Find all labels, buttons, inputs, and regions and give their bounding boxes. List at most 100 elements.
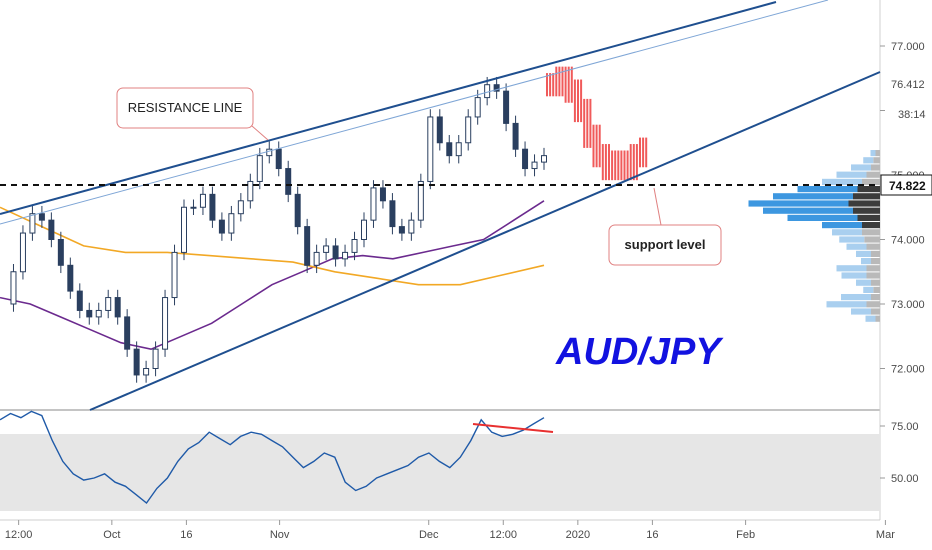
candle-body <box>370 187 377 221</box>
volume-bar-buy <box>836 265 867 272</box>
candle-body <box>417 180 424 221</box>
candle-body <box>209 193 216 221</box>
candle-body <box>541 155 547 163</box>
candle-body <box>86 309 93 318</box>
lower-trendline <box>89 71 881 411</box>
candle-body <box>512 122 519 150</box>
support-label: support level <box>625 237 706 252</box>
candle-body <box>446 142 453 157</box>
volume-bar-buy <box>826 301 867 308</box>
candle-body <box>218 219 225 234</box>
volume-bar-sell <box>871 308 880 315</box>
candle-body <box>19 232 26 273</box>
volume-bar-sell <box>862 222 880 229</box>
rsi-band <box>0 434 880 511</box>
candle-body <box>181 206 187 253</box>
candle-body <box>171 251 178 299</box>
candle-body <box>48 219 55 240</box>
price-tick-label: 73.000 <box>891 299 925 311</box>
volume-bar-buy <box>851 164 871 171</box>
candle-body <box>29 213 36 234</box>
volume-bar-buy <box>836 171 867 178</box>
time-tick-label: Oct <box>103 529 120 541</box>
candle-body <box>531 161 538 170</box>
candle-body <box>247 180 254 202</box>
volume-bar-sell <box>871 294 880 301</box>
volume-bar-sell <box>857 186 880 193</box>
candle-body <box>57 239 64 266</box>
resistance-label: RESISTANCE LINE <box>128 100 243 115</box>
candle-body <box>294 193 301 228</box>
candle-body <box>133 348 140 376</box>
time-tick-label: 12:00 <box>5 529 33 541</box>
time-tick-label: 12:00 <box>490 529 518 541</box>
candle-body <box>38 213 45 221</box>
time-tick-label: Feb <box>736 529 755 541</box>
volume-bar-sell <box>862 229 880 236</box>
candle-body <box>389 200 396 228</box>
resistance-callout: RESISTANCE LINE <box>116 87 269 141</box>
volume-bar-sell <box>875 150 880 157</box>
price-tick-label: 74.000 <box>891 235 925 247</box>
price-tick-label: 77.000 <box>891 41 925 53</box>
price-pane: RESISTANCE LINE support level AUD/JPY <box>0 0 881 520</box>
last-price-value: 76.412 <box>891 79 925 91</box>
candle-body <box>143 368 150 376</box>
rsi-tick-label: 75.00 <box>891 421 919 433</box>
candle-body <box>361 219 367 240</box>
volume-bar-sell <box>862 178 880 185</box>
candle-body <box>313 251 320 266</box>
support-price-value: 74.822 <box>889 179 926 193</box>
volume-bar-buy <box>863 286 874 293</box>
candle-body <box>323 245 330 253</box>
candle-body <box>275 148 282 170</box>
chart-title: AUD/JPY <box>555 331 724 373</box>
volume-bar-buy <box>851 308 871 315</box>
volume-bar-buy <box>856 279 871 286</box>
candle-body <box>199 193 206 208</box>
volume-bar-buy <box>865 315 876 322</box>
candle-body <box>67 264 74 292</box>
volume-bar-sell <box>866 265 880 272</box>
countdown-value: 38:14 <box>898 109 926 121</box>
volume-bar-sell <box>857 214 880 221</box>
forecast-candles <box>546 66 648 181</box>
support-price-tag: 74.822 <box>880 174 932 196</box>
rsi-pane <box>0 410 880 511</box>
time-tick-label: 16 <box>180 529 192 541</box>
price-tick-label: 72.000 <box>891 364 925 376</box>
candle-body <box>285 168 292 195</box>
volume-bar-sell <box>866 171 880 178</box>
volume-profile <box>748 150 880 322</box>
volume-bar-buy <box>822 178 862 185</box>
ma-orange-line <box>0 206 545 286</box>
volume-bar-buy <box>841 294 871 301</box>
volume-bar-sell <box>871 279 880 286</box>
volume-bar-sell <box>875 315 880 322</box>
volume-bar-buy <box>839 236 865 243</box>
candle-body <box>266 148 273 157</box>
volume-bar-buy <box>832 229 862 236</box>
candle-body <box>332 245 339 260</box>
rsi-axis: 50.00 75.00 <box>880 421 919 485</box>
candle-body <box>351 239 358 253</box>
candle-body <box>408 219 415 234</box>
candle-body <box>379 187 386 202</box>
volume-bar-sell <box>871 164 880 171</box>
candle-body <box>484 84 491 99</box>
volume-bar-buy <box>787 214 858 221</box>
candle-body <box>162 297 169 350</box>
last-price-tag: 76.412 38:14 <box>891 79 926 121</box>
candle-body <box>427 116 434 182</box>
volume-bar-sell <box>873 157 880 164</box>
candle-body <box>304 226 311 266</box>
volume-bar-buy <box>856 250 871 257</box>
candlesticks <box>10 76 547 383</box>
time-tick-label: Mar <box>876 529 895 541</box>
time-tick-label: 2020 <box>566 529 590 541</box>
candle-body <box>503 90 510 124</box>
time-tick-label: Nov <box>270 529 290 541</box>
candle-body <box>95 309 102 318</box>
volume-bar-buy <box>870 150 876 157</box>
